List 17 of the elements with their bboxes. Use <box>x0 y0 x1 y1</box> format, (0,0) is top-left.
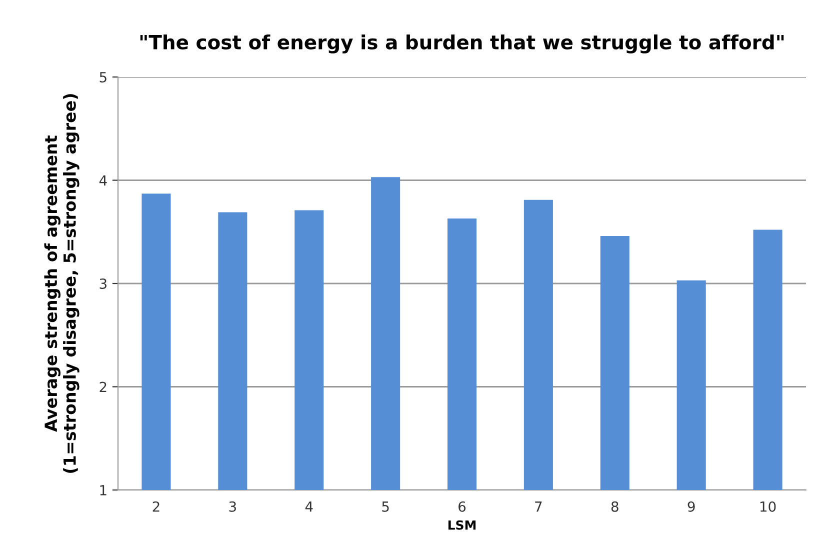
chart-title: "The cost of energy is a burden that we struggle to afford" <box>140 34 784 54</box>
x-tick-label: 3 <box>229 501 236 512</box>
x-tick-label: 5 <box>382 502 389 512</box>
y-tick-label: 2 <box>100 382 106 392</box>
x-tick-label: 4 <box>305 502 313 512</box>
x-tick-label: 9 <box>688 501 695 512</box>
x-tick-label: 8 <box>611 501 618 512</box>
y-tick-label: 4 <box>99 175 107 186</box>
y-tick-label: 1 <box>100 485 106 496</box>
y-tick-label: 3 <box>100 278 106 289</box>
y-axis-title: Average strength of agreement (1=strongly disagree, 5=strongly agree) <box>44 94 80 473</box>
x-tick-label: 7 <box>535 502 542 512</box>
x-tick-label: 2 <box>152 501 160 512</box>
y-tick-label: 5 <box>100 72 106 82</box>
x-tick-label: 10 <box>760 501 776 512</box>
x-axis-title: LSM <box>448 520 476 530</box>
x-tick-label: 6 <box>458 501 466 512</box>
